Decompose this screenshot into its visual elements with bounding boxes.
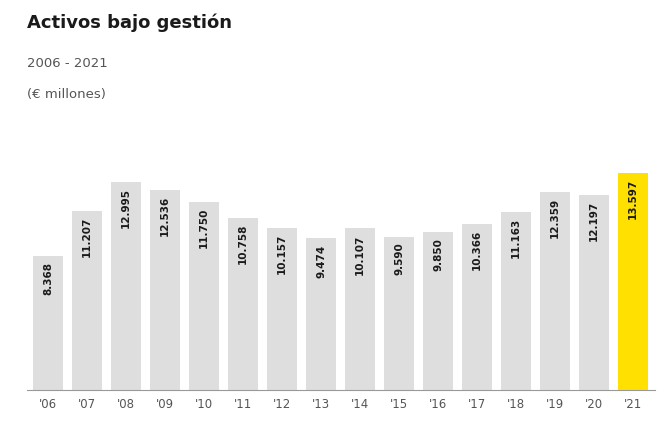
Text: 10.157: 10.157 xyxy=(277,233,287,273)
Text: 13.597: 13.597 xyxy=(628,178,638,218)
Bar xyxy=(540,193,570,390)
Text: 10.366: 10.366 xyxy=(472,230,482,270)
Bar xyxy=(267,228,297,390)
Text: 11.207: 11.207 xyxy=(82,216,92,256)
Bar xyxy=(72,211,102,390)
Bar xyxy=(345,229,375,390)
Text: 9.850: 9.850 xyxy=(433,238,443,271)
Bar xyxy=(111,183,142,390)
Text: 11.750: 11.750 xyxy=(199,208,209,248)
Text: (€ millones): (€ millones) xyxy=(27,88,106,101)
Bar xyxy=(579,195,609,390)
Bar xyxy=(33,257,63,390)
Text: 2006 - 2021: 2006 - 2021 xyxy=(27,57,108,70)
Text: 12.536: 12.536 xyxy=(160,195,170,235)
Bar xyxy=(384,237,414,390)
Text: 9.474: 9.474 xyxy=(316,244,326,277)
Bar xyxy=(462,225,492,390)
Bar xyxy=(423,233,454,390)
Text: 12.359: 12.359 xyxy=(550,198,560,238)
Text: Activos bajo gestión: Activos bajo gestión xyxy=(27,13,232,32)
Text: 10.107: 10.107 xyxy=(355,233,365,274)
Bar xyxy=(501,212,532,390)
Bar xyxy=(306,239,337,390)
Text: 10.758: 10.758 xyxy=(238,223,248,264)
Text: 11.163: 11.163 xyxy=(511,217,521,257)
Bar xyxy=(189,203,219,390)
Bar xyxy=(150,190,180,390)
Text: 12.995: 12.995 xyxy=(121,187,131,227)
Text: 9.590: 9.590 xyxy=(394,242,404,275)
Text: 12.197: 12.197 xyxy=(589,200,599,240)
Text: 8.368: 8.368 xyxy=(43,261,53,294)
Bar xyxy=(618,173,649,390)
Bar xyxy=(228,219,259,390)
